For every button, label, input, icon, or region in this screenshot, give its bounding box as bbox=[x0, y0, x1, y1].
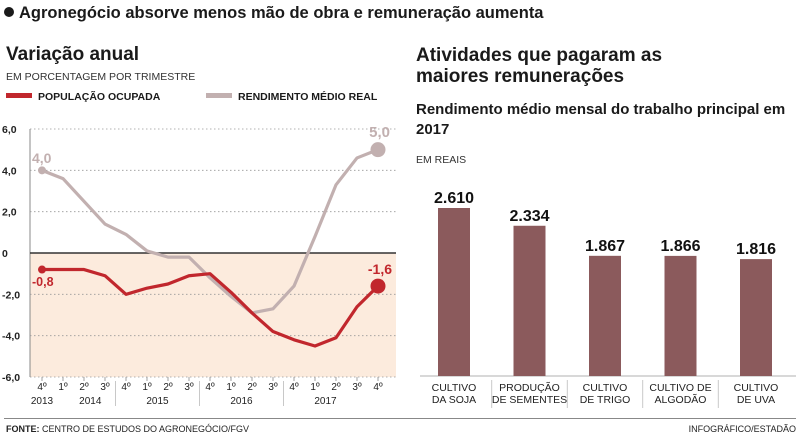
bar-category-label: CULTIVO bbox=[734, 382, 779, 394]
bar-value-label: 2.334 bbox=[509, 208, 549, 225]
bar-category-label: PRODUÇÃO bbox=[499, 381, 560, 394]
footer-divider bbox=[4, 418, 796, 419]
footer-source-label: FONTE: bbox=[6, 424, 40, 434]
y-tick-label: 6,0 bbox=[2, 124, 17, 136]
bar-chart-title: Atividades que pagaram as maiores remune… bbox=[416, 45, 663, 87]
series-line-rendimento bbox=[40, 148, 380, 315]
bar-chart-subtitle: Rendimento médio mensal do trabalho prin… bbox=[416, 101, 786, 138]
bar bbox=[740, 259, 772, 376]
footer-source: FONTE: CENTRO DE ESTUDOS DO AGRONEGÓCIO/… bbox=[6, 424, 249, 434]
x-tick-label-quarter: 4º bbox=[121, 382, 131, 393]
bar-value-label: 2.610 bbox=[434, 190, 474, 207]
footer-credit: INFOGRÁFICO/ESTADÃO bbox=[688, 424, 796, 434]
bar bbox=[438, 208, 470, 376]
x-tick-label-quarter: 1º bbox=[310, 382, 320, 393]
bar-chart-unit: EM REAIS bbox=[416, 154, 467, 166]
bar-category-label: CULTIVO DE bbox=[649, 382, 711, 394]
x-tick-label-year: 2017 bbox=[314, 396, 337, 407]
x-tick-label-year: 2015 bbox=[146, 396, 169, 407]
y-tick-label: 2,0 bbox=[2, 207, 17, 219]
headline-text: Agronegócio absorve menos mão de obra e … bbox=[19, 4, 544, 22]
bar-category-label: ALGODÃO bbox=[655, 393, 707, 406]
bar-category-label: DE SEMENTES bbox=[492, 394, 567, 406]
bullet-icon bbox=[4, 7, 14, 17]
x-tick-label-quarter: 4º bbox=[373, 382, 383, 393]
x-tick-label-year: 2016 bbox=[230, 396, 253, 407]
series-start-point-rendimento bbox=[38, 166, 46, 175]
x-tick-label-quarter: 1º bbox=[142, 382, 152, 393]
series-start-point-ocupada bbox=[38, 265, 46, 274]
x-tick-label-quarter: 3º bbox=[268, 382, 278, 393]
series-line-ocupada bbox=[40, 267, 380, 348]
bar-category-label: DE TRIGO bbox=[580, 394, 631, 406]
bar-category-label: DA SOJA bbox=[432, 394, 476, 406]
bar-category-label: CULTIVO bbox=[583, 382, 628, 394]
x-tick-label-quarter: 4º bbox=[289, 382, 299, 393]
data-label-ocupada-start: -0,8 bbox=[32, 275, 54, 289]
legend-swatch-rendimento bbox=[206, 93, 232, 98]
bar bbox=[513, 225, 546, 376]
bar-category-label: DE UVA bbox=[737, 394, 775, 406]
y-tick-label: 4,0 bbox=[2, 165, 17, 177]
footer-source-text: CENTRO DE ESTUDOS DO AGRONEGÓCIO/FGV bbox=[39, 424, 250, 434]
data-label-rendimento-end: 5,0 bbox=[369, 124, 390, 141]
x-tick-label-quarter: 3º bbox=[352, 382, 362, 393]
x-tick-label-quarter: 3º bbox=[184, 382, 194, 393]
x-tick-label-quarter: 4º bbox=[205, 382, 215, 393]
x-tick-label-quarter: 2º bbox=[163, 382, 173, 393]
x-tick-label-year: 2014 bbox=[79, 396, 102, 407]
x-tick-label-quarter: 2º bbox=[247, 382, 257, 393]
series-end-point-ocupada bbox=[370, 278, 386, 294]
bar-value-label: 1.867 bbox=[585, 238, 625, 255]
bar bbox=[664, 255, 697, 376]
x-tick-label-year: 2013 bbox=[31, 396, 54, 407]
bar-category-label: CULTIVO bbox=[432, 382, 477, 394]
line-chart-subtitle: EM PORCENTAGEM POR TRIMESTRE bbox=[6, 71, 196, 83]
y-tick-label: 0 bbox=[2, 248, 8, 260]
x-tick-label-quarter: 3º bbox=[100, 382, 110, 393]
y-tick-label: -2,0 bbox=[2, 289, 20, 301]
x-tick-label-quarter: 1º bbox=[58, 382, 68, 393]
data-label-rendimento-start: 4,0 bbox=[32, 150, 52, 166]
legend-label-ocupada: POPULAÇÃO OCUPADA bbox=[38, 91, 161, 103]
x-tick-label-quarter: 2º bbox=[79, 382, 89, 393]
x-tick-label-quarter: 2º bbox=[331, 382, 341, 393]
y-tick-label: -6,0 bbox=[2, 372, 20, 384]
series-end-point-rendimento bbox=[370, 142, 386, 158]
bar bbox=[589, 255, 621, 376]
legend-item-ocupada: POPULAÇÃO OCUPADA bbox=[6, 91, 160, 103]
legend-swatch-ocupada bbox=[6, 93, 32, 98]
data-label-ocupada-end: -1,6 bbox=[368, 261, 392, 277]
legend-item-rendimento: RENDIMENTO MÉDIO REAL bbox=[206, 91, 377, 103]
negative-area-shade bbox=[30, 253, 396, 377]
legend-label-rendimento: RENDIMENTO MÉDIO REAL bbox=[238, 91, 378, 103]
y-tick-label: -4,0 bbox=[2, 331, 20, 343]
bar-value-label: 1.816 bbox=[736, 241, 776, 258]
x-tick-label-quarter: 4º bbox=[37, 382, 47, 393]
x-tick-label-quarter: 1º bbox=[226, 382, 236, 393]
bar-value-label: 1.866 bbox=[660, 238, 700, 255]
headline: Agronegócio absorve menos mão de obra e … bbox=[4, 4, 544, 23]
line-chart-title: Variação anual bbox=[6, 44, 140, 65]
